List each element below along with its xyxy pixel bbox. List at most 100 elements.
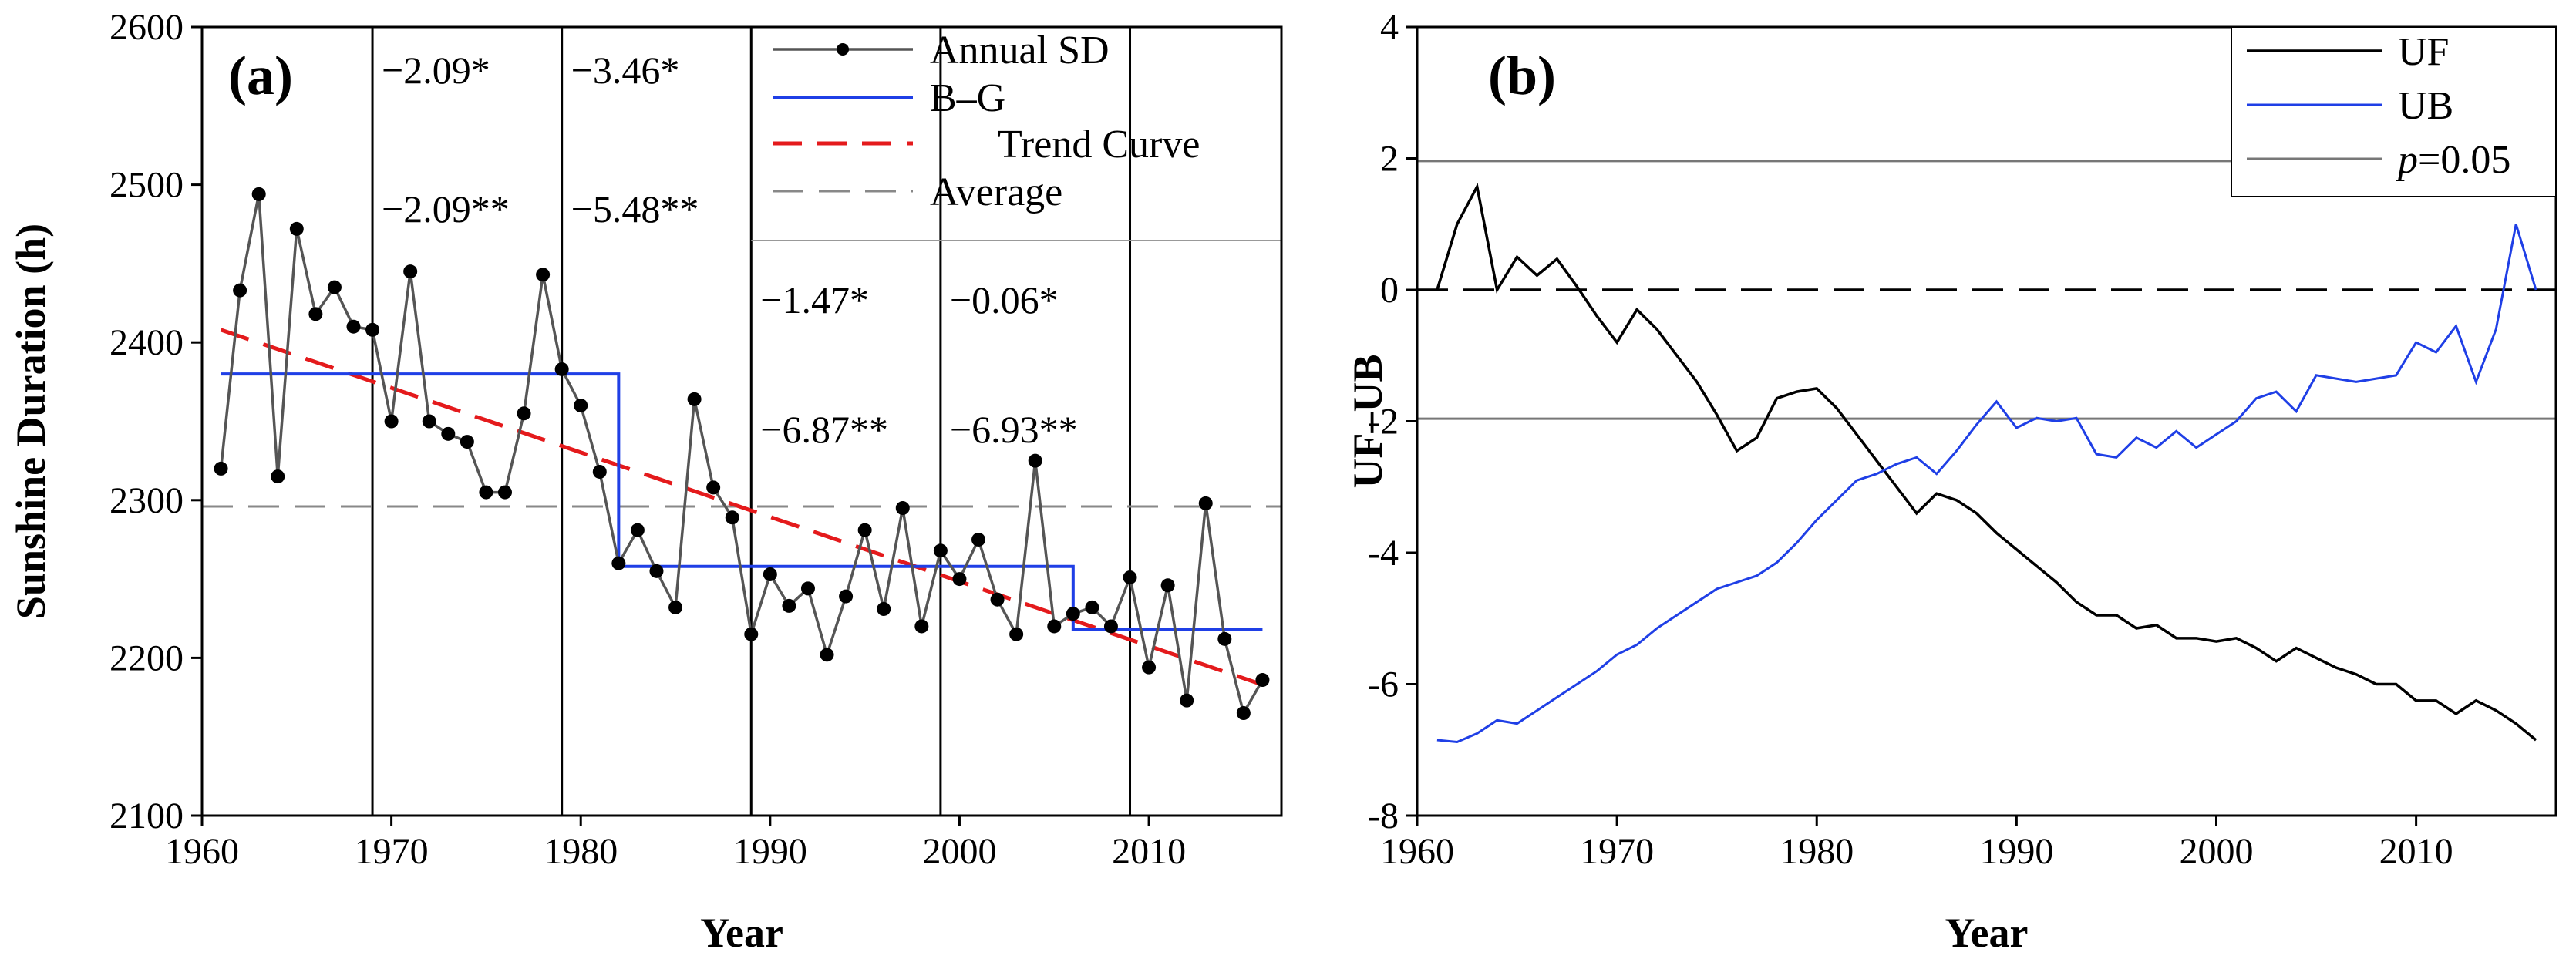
- annual-sd-point: [1123, 570, 1137, 585]
- y-tick-label: -4: [1368, 533, 1399, 574]
- annual-sd-point: [346, 319, 361, 334]
- annual-sd-point: [479, 485, 493, 500]
- annual-sd-point: [441, 426, 456, 441]
- annual-sd-point: [233, 283, 247, 298]
- annual-sd-point: [327, 280, 342, 294]
- plot-frame-a: [200, 25, 1283, 817]
- annual-sd-point: [668, 600, 683, 614]
- annual-sd-point: [574, 399, 588, 413]
- annotation-6: −6.87**: [760, 408, 888, 451]
- annotation-2: −2.09**: [382, 187, 510, 230]
- x-tick-label: 2000: [2179, 831, 2253, 872]
- annual-sd-point: [1217, 631, 1232, 646]
- x-axis-label-a: Year: [700, 910, 783, 956]
- annual-sd-point: [497, 485, 512, 500]
- annotation-4: −5.48**: [571, 187, 699, 230]
- annual-sd-point: [782, 598, 796, 613]
- annual-sd-point: [1180, 693, 1194, 708]
- legend-label-annual-sd: Annual SD: [930, 29, 1110, 72]
- annual-sd-point: [214, 461, 228, 476]
- annual-sd-point: [1160, 578, 1175, 593]
- annual-sd-point: [649, 564, 664, 578]
- annual-sd-point: [744, 627, 759, 641]
- annual-sd-point: [403, 264, 418, 279]
- annual-sd-point: [1103, 619, 1118, 634]
- x-tick-label: 1990: [733, 831, 807, 872]
- x-tick-label: 2000: [922, 831, 996, 872]
- annotation-5: −1.47*: [760, 278, 869, 321]
- panel-a: 1960 1970 1980 1990 2000 2010 2100 2200 2300 2400…: [8, 7, 1283, 956]
- legend-label-ub: UB: [2398, 84, 2453, 128]
- y-tick-label: 2600: [109, 7, 184, 48]
- y-tick-label: -8: [1368, 796, 1399, 836]
- annual-sd-point: [422, 414, 436, 429]
- y-tick-label: 4: [1380, 7, 1399, 48]
- annual-sd-point: [1255, 673, 1270, 688]
- annual-sd-point: [857, 523, 872, 537]
- legend-a: Annual SD B–G Trend Curve Average: [773, 29, 1200, 214]
- y-tick-label: 2: [1380, 139, 1399, 180]
- annual-sd-point: [251, 187, 266, 201]
- x-tick-label: 1970: [355, 831, 429, 872]
- annual-sd-point: [820, 648, 834, 662]
- annual-sd-point: [365, 322, 380, 337]
- axis-ticks-a: 1960 1970 1980 1990 2000 2010 2100 2200 2300 2400…: [109, 7, 1186, 872]
- annual-sd-point: [1142, 660, 1157, 675]
- annotation-8: −6.93**: [950, 408, 1078, 451]
- annual-sd-point: [536, 268, 551, 282]
- annual-sd-point: [933, 543, 948, 558]
- y-tick-label: 2400: [109, 322, 184, 363]
- legend-b: UF UB p=0.05: [2231, 26, 2557, 197]
- legend-label-bg: B–G: [930, 76, 1005, 120]
- x-tick-label: 2010: [1112, 831, 1186, 872]
- annual-sd-point: [1047, 619, 1062, 634]
- x-tick-label: 1980: [1780, 831, 1854, 872]
- legend-label-p: p=0.05: [2395, 138, 2510, 182]
- annual-sd-point: [800, 581, 815, 596]
- annual-sd-point: [592, 464, 607, 479]
- legend-marker-annual-sd: [837, 43, 849, 56]
- x-axis-label-b: Year: [1945, 910, 2029, 956]
- annual-sd-point: [1198, 496, 1213, 510]
- legend-p-value: =0.05: [2418, 138, 2510, 182]
- x-tick-label: 1960: [165, 831, 239, 872]
- x-tick-label: 1990: [1979, 831, 2053, 872]
- legend-label-average: Average: [930, 170, 1062, 214]
- y-tick-label: -6: [1368, 665, 1399, 705]
- annual-sd-point: [895, 501, 910, 516]
- annual-sd-point: [687, 392, 702, 406]
- annual-sd-point: [971, 532, 986, 547]
- y-tick-label: 2500: [109, 165, 184, 206]
- change-point-lines: [371, 27, 1132, 816]
- panel-label-b: (b): [1488, 45, 1556, 106]
- annual-sd-point: [1236, 706, 1251, 721]
- annual-sd-point: [1085, 600, 1099, 614]
- annual-sd-point: [308, 307, 323, 321]
- annual-sd-point: [877, 601, 891, 616]
- legend-p-symbol: p: [2395, 138, 2418, 182]
- ub-line: [1436, 224, 2537, 744]
- annual-sd-point: [289, 221, 304, 236]
- x-tick-label: 1970: [1580, 831, 1654, 872]
- y-tick-label: 2100: [109, 796, 184, 836]
- y-axis-label-a: Sunshine Duration (h): [8, 224, 54, 619]
- annual-sd-point: [517, 406, 531, 421]
- y-tick-label: 0: [1380, 270, 1399, 311]
- annual-sd-point: [1028, 453, 1042, 468]
- annual-sd-point: [554, 362, 569, 376]
- annual-sd-point: [1009, 627, 1024, 641]
- annual-sd-line: [219, 193, 1264, 717]
- x-tick-label: 2010: [2379, 831, 2453, 872]
- y-tick-label: -2: [1368, 402, 1399, 442]
- annual-sd-point: [460, 435, 474, 449]
- annual-sd-point: [763, 567, 777, 581]
- annual-sd-point: [384, 414, 399, 429]
- annual-sd-point: [706, 480, 721, 495]
- bg-step-line: [221, 372, 1263, 631]
- annual-sd-points: [214, 187, 1270, 721]
- legend-label-trend: Trend Curve: [998, 123, 1200, 167]
- annotations-a: −2.09* −2.09** −3.46* −5.48** −1.47* −6.…: [382, 49, 1078, 451]
- annual-sd-point: [990, 592, 1005, 607]
